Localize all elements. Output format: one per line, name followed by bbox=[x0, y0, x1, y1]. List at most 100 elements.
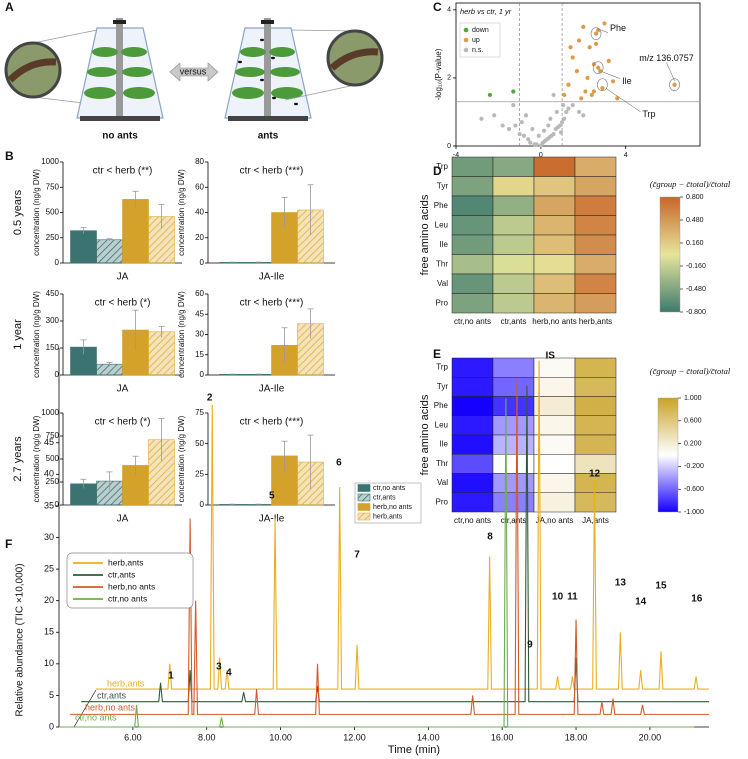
y-axis-label: concentration (ng/g DW) bbox=[32, 291, 41, 378]
point bbox=[581, 113, 586, 118]
chart-title: herb vs ctr, 1 yr bbox=[460, 7, 512, 16]
colorbar-tick-label: -0.160 bbox=[686, 263, 706, 270]
chart-title: ctr < herb (***) bbox=[240, 166, 304, 177]
column-label: JA,ants bbox=[582, 516, 609, 525]
point bbox=[487, 92, 493, 98]
row-label: 2.7 years bbox=[12, 436, 24, 482]
ants-label: ants bbox=[258, 131, 279, 142]
heatmap-cell bbox=[533, 273, 576, 294]
annotation-label: Trp bbox=[642, 109, 655, 119]
point bbox=[566, 82, 571, 87]
y-tick-label: 0 bbox=[200, 500, 205, 509]
point bbox=[564, 109, 569, 115]
legend-label: down bbox=[472, 27, 489, 34]
trace-label: herb,ants bbox=[107, 678, 145, 688]
y-tick-label: 0 bbox=[200, 370, 205, 379]
category-label: JA bbox=[117, 384, 129, 395]
x-tick-label: 12.00 bbox=[343, 732, 366, 742]
peak-label: 8 bbox=[487, 532, 493, 543]
heatmap-cell bbox=[533, 377, 576, 397]
trace-label: herb,no ants bbox=[85, 702, 136, 712]
chart-title: ctr < herb (**) bbox=[93, 166, 153, 177]
x-tick-label: -4 bbox=[453, 152, 459, 159]
y-tick-label: 0 bbox=[49, 721, 54, 731]
colorbar-tick-label: -0.800 bbox=[686, 309, 706, 316]
panel-label: E bbox=[433, 347, 441, 361]
point bbox=[511, 89, 516, 94]
point bbox=[589, 92, 594, 98]
panel-label: D bbox=[433, 164, 442, 178]
heatmap-cell bbox=[451, 273, 494, 294]
heatmap-cell bbox=[574, 357, 617, 378]
column-label: ctr,no ants bbox=[454, 516, 491, 525]
heatmap-cell bbox=[451, 454, 494, 474]
point bbox=[517, 131, 522, 137]
y-axis-label: -log₁₀(P-value) bbox=[434, 48, 443, 100]
point bbox=[600, 86, 605, 91]
perspective-line bbox=[73, 689, 97, 728]
y-tick-label: 2 bbox=[447, 75, 451, 82]
bar bbox=[70, 230, 97, 264]
legend-label: herb,no ants bbox=[108, 581, 155, 591]
heatmap-cell bbox=[451, 293, 494, 314]
y-tick-label: 20 bbox=[195, 233, 204, 242]
heatmap-cell bbox=[574, 234, 617, 255]
row-label: Val bbox=[437, 279, 448, 288]
peak-label: IS bbox=[545, 351, 555, 362]
y-axis-label: concentration (ng/g DW) bbox=[32, 169, 41, 256]
point bbox=[568, 45, 573, 50]
point bbox=[528, 140, 533, 145]
point bbox=[561, 103, 566, 108]
legend-label: ctr,ants bbox=[108, 569, 135, 579]
y-tick-label: 500 bbox=[46, 454, 60, 463]
point bbox=[585, 75, 590, 81]
category-label: JA-Ile bbox=[259, 272, 285, 283]
x-tick-label: 16.00 bbox=[491, 732, 514, 742]
point bbox=[566, 106, 571, 111]
point bbox=[513, 123, 518, 128]
peak-label: 13 bbox=[615, 578, 627, 589]
legend-swatch bbox=[357, 503, 371, 511]
heatmap-cell bbox=[451, 473, 494, 493]
colorbar-title: (c̄group − c̄total)/c̄total bbox=[650, 179, 731, 189]
heatmap-cell bbox=[533, 415, 576, 436]
colorbar-tick-label: 0.480 bbox=[686, 217, 704, 224]
heatmap-cell bbox=[574, 434, 617, 455]
point bbox=[615, 96, 620, 101]
heatmap-cell bbox=[533, 234, 576, 255]
heatmap-cell bbox=[574, 492, 617, 513]
panel-label: A bbox=[5, 0, 14, 14]
y-tick-label: 45 bbox=[195, 309, 204, 318]
colorbar-tick-label: -0.480 bbox=[686, 286, 706, 293]
point bbox=[593, 41, 599, 46]
heatmap-cell bbox=[492, 377, 535, 397]
point bbox=[579, 96, 584, 101]
y-tick-label: 40 bbox=[195, 208, 204, 217]
peak-label: 11 bbox=[567, 592, 578, 603]
y-axis-label: concentration (ng/g DW) bbox=[177, 415, 186, 502]
y-tick-label: 1000 bbox=[41, 157, 59, 166]
legend-marker bbox=[463, 47, 469, 53]
column-label: ctr,ants bbox=[501, 317, 527, 326]
row-label: Phe bbox=[434, 401, 449, 410]
y-tick-label: 30 bbox=[195, 330, 204, 339]
y-axis-label: concentration (ng/g DW) bbox=[32, 415, 41, 502]
trace-label: ctr,ants bbox=[97, 690, 127, 700]
y-tick-label: 0 bbox=[200, 258, 205, 267]
point bbox=[530, 126, 535, 132]
no-ants-label: no ants bbox=[102, 131, 138, 142]
point bbox=[541, 128, 547, 133]
heatmap-cell bbox=[492, 293, 535, 314]
y-tick-label: 25 bbox=[44, 563, 54, 573]
y-axis-label: Relative abundance (TIC ×10,000) bbox=[15, 563, 26, 716]
legend-swatch bbox=[357, 493, 371, 502]
annotation-label: m/z 136.0757 bbox=[639, 53, 694, 63]
y-tick-label: 10 bbox=[44, 658, 54, 668]
annotation-ring bbox=[669, 78, 680, 92]
y-tick-label: 45 bbox=[44, 437, 54, 447]
heatmap-cell bbox=[492, 254, 535, 275]
colorbar-tick-label: 0.160 bbox=[686, 240, 704, 247]
point bbox=[576, 109, 582, 115]
heatmap-cell bbox=[451, 434, 494, 455]
